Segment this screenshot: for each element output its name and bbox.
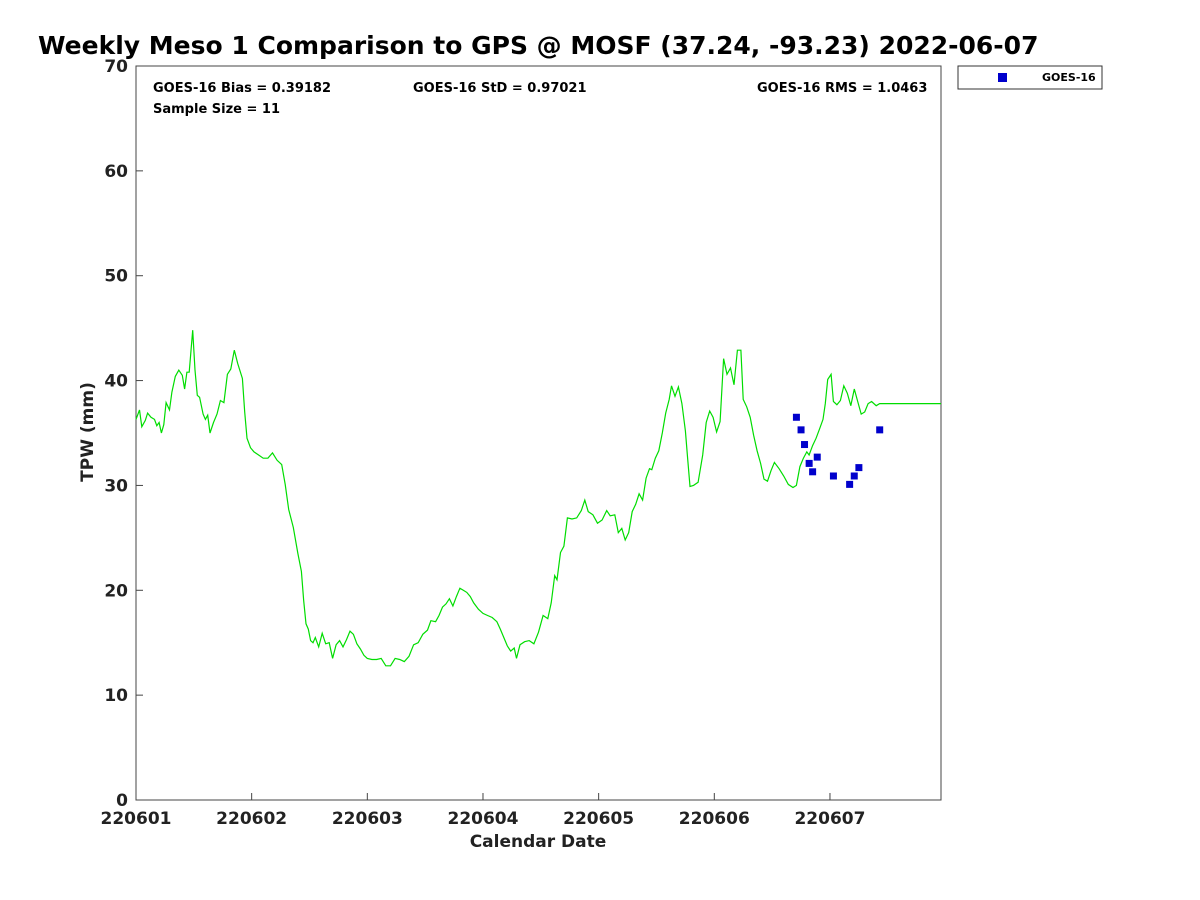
stat-rms: GOES-16 RMS = 1.0463	[757, 81, 927, 96]
legend-box	[957, 65, 1103, 90]
chart-title: Weekly Meso 1 Comparison to GPS @ MOSF (…	[38, 31, 1038, 60]
goes16-point	[809, 468, 817, 476]
y-tick-label: 20	[104, 581, 128, 601]
goes16-point	[876, 426, 884, 434]
stat-std: GOES-16 StD = 0.97021	[413, 81, 587, 96]
x-tick-label: 220604	[447, 809, 518, 829]
x-tick-label: 220606	[679, 809, 750, 829]
y-axis-label: TPW (mm)	[78, 382, 98, 482]
y-tick-label: 0	[116, 791, 128, 811]
plot-area: 0 10 20 30 40 50 60 70 220601 220602 220603 220604…	[101, 57, 942, 829]
x-tick-label: 220601	[101, 809, 172, 829]
y-tick-label: 30	[104, 476, 128, 496]
y-tick-label: 50	[104, 267, 128, 287]
x-tick-label: 220603	[332, 809, 403, 829]
goes16-point	[813, 453, 821, 461]
y-tick-label: 40	[104, 372, 128, 392]
goes16-point	[792, 413, 800, 421]
goes16-point	[797, 426, 805, 434]
goes16-series	[792, 413, 884, 488]
goes16-point	[801, 441, 809, 449]
goes16-point	[850, 472, 858, 480]
y-tick-label: 70	[104, 57, 128, 77]
x-tick-label: 220605	[563, 809, 634, 829]
y-tick-label: 10	[104, 686, 128, 706]
goes16-point	[805, 459, 813, 467]
legend: GOES-16	[957, 65, 1103, 90]
goes16-point	[855, 464, 863, 472]
y-tick-label: 60	[104, 162, 128, 182]
legend-label-goes16: GOES-16	[1042, 71, 1096, 84]
axes-box	[135, 65, 942, 801]
x-axis-label: Calendar Date	[470, 832, 607, 852]
goes16-point	[846, 480, 854, 488]
stat-sample-size: Sample Size = 11	[153, 102, 280, 117]
y-axis-ticks: 0 10 20 30 40 50 60 70	[104, 57, 143, 811]
x-tick-label: 220607	[794, 809, 865, 829]
stat-bias: GOES-16 Bias = 0.39182	[153, 81, 331, 96]
gps-tpw-line	[135, 330, 941, 667]
x-axis-ticks: 220601 220602 220603 220604 220605 220606 2206…	[101, 793, 865, 829]
goes16-point	[829, 472, 837, 480]
legend-marker-goes16	[998, 73, 1007, 82]
x-tick-label: 220602	[216, 809, 287, 829]
